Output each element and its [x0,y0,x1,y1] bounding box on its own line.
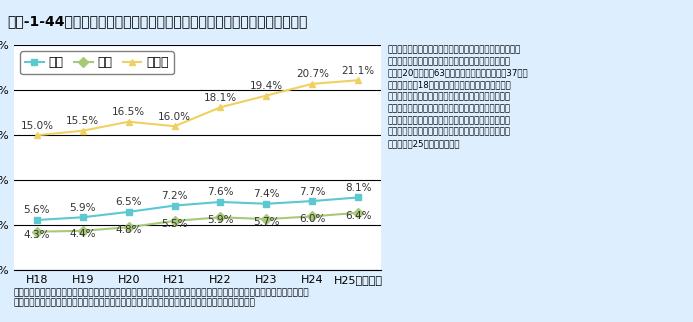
Text: 第１-1-44図／研究開発型の独立行政法人における外国人研究者割合の推移: 第１-1-44図／研究開発型の独立行政法人における外国人研究者割合の推移 [7,14,307,28]
合計 [262,202,270,206]
Text: 5.6%: 5.6% [24,205,50,215]
非常勤 [216,105,225,109]
Text: 21.1%: 21.1% [342,66,375,76]
非常勤 [262,94,270,98]
Text: 15.5%: 15.5% [66,116,99,126]
Text: 16.0%: 16.0% [158,112,191,122]
Text: 18.1%: 18.1% [204,93,237,103]
Text: 19.4%: 19.4% [249,81,283,91]
Text: 4.3%: 4.3% [24,230,50,240]
Text: 7.4%: 7.4% [253,189,279,199]
Text: 4.8%: 4.8% [116,225,142,235]
Text: 4.4%: 4.4% [69,229,96,239]
常勤 [262,217,270,221]
非常勤 [78,129,87,133]
Text: 5.9%: 5.9% [69,203,96,213]
Text: 7.6%: 7.6% [207,187,234,197]
Text: 16.5%: 16.5% [112,107,146,117]
常勤 [78,229,87,233]
Text: 5.9%: 5.9% [207,215,234,225]
Text: 5.7%: 5.7% [253,217,279,227]
Text: 6.0%: 6.0% [299,214,326,224]
常勤 [125,225,133,229]
Text: 6.5%: 6.5% [116,197,142,207]
Line: 常勤: 常勤 [33,209,362,235]
Text: 注：「研究開発システムの改革の推進等による研究開発力
の強化及び研究開発等の効率的推進等に関する法律」
（平成20年法律第63号）別表に掲げられている37法人
: 注：「研究開発システムの改革の推進等による研究開発力 の強化及び研究開発等の効率… [388,45,529,148]
非常勤 [354,78,362,82]
合計 [354,195,362,199]
Text: 15.0%: 15.0% [20,121,53,131]
Text: 6.4%: 6.4% [345,211,371,221]
Text: 5.5%: 5.5% [161,219,188,229]
合計 [125,210,133,214]
合計 [170,204,179,207]
常勤 [216,215,225,219]
非常勤 [308,82,317,86]
Legend: 合計, 常勤, 非常勤: 合計, 常勤, 非常勤 [20,51,174,74]
合計 [216,200,225,204]
常勤 [308,214,317,218]
常勤 [33,230,41,234]
常勤 [354,211,362,215]
Text: 8.1%: 8.1% [345,183,371,193]
合計 [308,199,317,203]
常勤 [170,219,179,223]
合計 [78,215,87,219]
合計 [33,218,41,222]
Text: 資料：内閣官房「研究開発法人についての共通調査票（独立行政法人改革等に関する分科会）」、内閣府「独立行政法人、
　　　国立大学法人等の科学技術関係活動の把握・所: 資料：内閣官房「研究開発法人についての共通調査票（独立行政法人改革等に関する分科… [14,288,310,308]
Line: 非常勤: 非常勤 [33,77,362,139]
Text: 7.7%: 7.7% [299,186,326,196]
Text: 20.7%: 20.7% [296,69,328,79]
非常勤 [33,133,41,137]
非常勤 [170,124,179,128]
Text: 7.2%: 7.2% [161,191,188,201]
非常勤 [125,120,133,124]
Line: 合計: 合計 [33,194,362,223]
